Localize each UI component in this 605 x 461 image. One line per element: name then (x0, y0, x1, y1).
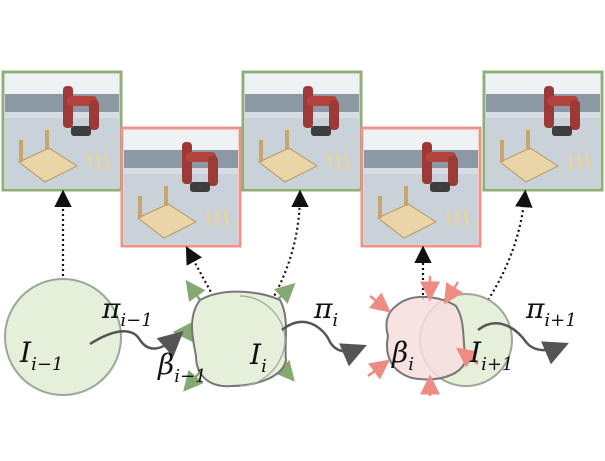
label-I-prev: Ii−1 (19, 336, 63, 375)
set-I-prev (4, 278, 122, 396)
image-panel-3 (241, 70, 363, 192)
dotted-connector-5 (487, 189, 533, 301)
image-panel-2 (120, 126, 242, 248)
label-I-cur: Ii (249, 338, 267, 377)
dotted-connector-3 (271, 189, 309, 301)
image-panel-5 (482, 70, 604, 192)
dotted-connector-2 (185, 246, 214, 297)
label-pi-next: πi+1 (525, 292, 577, 331)
label-beta-cur: βi (391, 336, 414, 375)
image-panel-4 (360, 126, 482, 248)
label-beta-prev: βi−1 (157, 348, 206, 387)
set-beta-prev (172, 279, 296, 392)
policy-arrow-cur (281, 320, 367, 367)
label-I-next: Ii+1 (469, 336, 513, 375)
set-beta-cur (367, 276, 479, 396)
image-panel-1 (1, 70, 123, 192)
label-pi-cur: πi (313, 292, 338, 331)
policy-arrow-next (477, 322, 569, 365)
label-pi-prev: πi−1 (101, 292, 153, 331)
policy-arrow-prev (89, 330, 184, 357)
